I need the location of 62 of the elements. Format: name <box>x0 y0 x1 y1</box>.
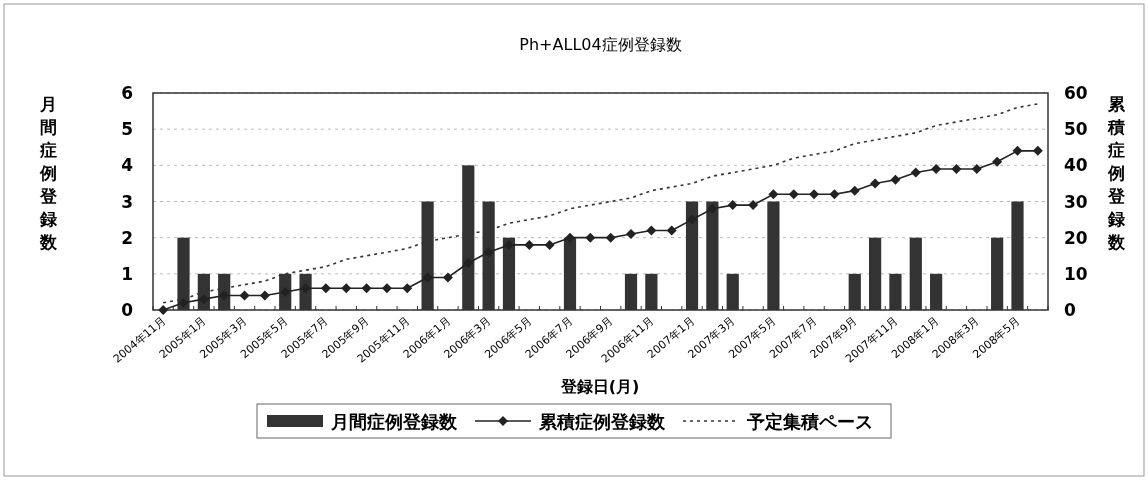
y2-tick-label: 40 <box>1064 155 1088 176</box>
point <box>829 189 840 200</box>
y-tick-label: 0 <box>121 300 134 320</box>
point <box>564 232 575 243</box>
y-tick-label: 1 <box>121 263 133 284</box>
legend-label: 予定集積ペース <box>746 411 873 432</box>
y-axis-title: 月間症例登録数 <box>38 94 58 252</box>
point <box>707 203 718 214</box>
legend-label: 累積症例登録数 <box>538 411 666 432</box>
point <box>422 272 433 283</box>
point <box>646 225 657 236</box>
point <box>524 239 535 250</box>
point <box>259 290 270 301</box>
point <box>483 247 494 258</box>
y-tick-label: 5 <box>121 119 133 140</box>
point <box>849 185 860 196</box>
y2-tick-label: 30 <box>1064 191 1088 212</box>
point <box>870 178 881 189</box>
y2-tick-label: 20 <box>1064 227 1088 248</box>
legend-label: 月間症例登録数 <box>330 411 458 432</box>
y2-tick-label: 50 <box>1064 119 1088 140</box>
y-tick-label: 6 <box>121 83 133 103</box>
point <box>788 189 799 200</box>
point <box>361 283 372 294</box>
point <box>971 163 982 174</box>
point <box>463 257 474 268</box>
y-tick-label: 3 <box>121 191 133 212</box>
chart-title: Ph+ALL04症例登録数 <box>519 35 682 54</box>
point <box>381 283 392 294</box>
point <box>809 189 820 200</box>
point <box>503 239 514 250</box>
point <box>626 229 637 240</box>
point <box>748 200 759 211</box>
point <box>768 189 779 200</box>
point <box>178 297 189 308</box>
point <box>1012 145 1023 156</box>
y2-tick-label: 10 <box>1064 263 1088 284</box>
point <box>442 272 453 283</box>
point <box>931 163 942 174</box>
point <box>666 225 677 236</box>
point <box>687 214 698 225</box>
y2-tick-label: 0 <box>1064 300 1076 320</box>
y2-axis-title: 累積症例登録数 <box>1106 94 1126 252</box>
y2-tick-label: 60 <box>1064 83 1088 103</box>
y-tick-label: 4 <box>121 155 134 176</box>
point <box>341 283 352 294</box>
point <box>320 283 331 294</box>
point <box>239 290 250 301</box>
point <box>951 163 962 174</box>
x-axis-title: 登録日(月) <box>559 377 640 396</box>
y-tick-label: 2 <box>121 227 133 248</box>
point <box>544 239 555 250</box>
point <box>605 232 616 243</box>
point <box>158 305 169 315</box>
point <box>198 294 209 305</box>
point <box>727 200 738 211</box>
point <box>992 156 1003 167</box>
point <box>402 283 413 294</box>
point <box>910 167 921 178</box>
point <box>890 174 901 185</box>
point <box>1032 145 1043 156</box>
point <box>585 232 596 243</box>
